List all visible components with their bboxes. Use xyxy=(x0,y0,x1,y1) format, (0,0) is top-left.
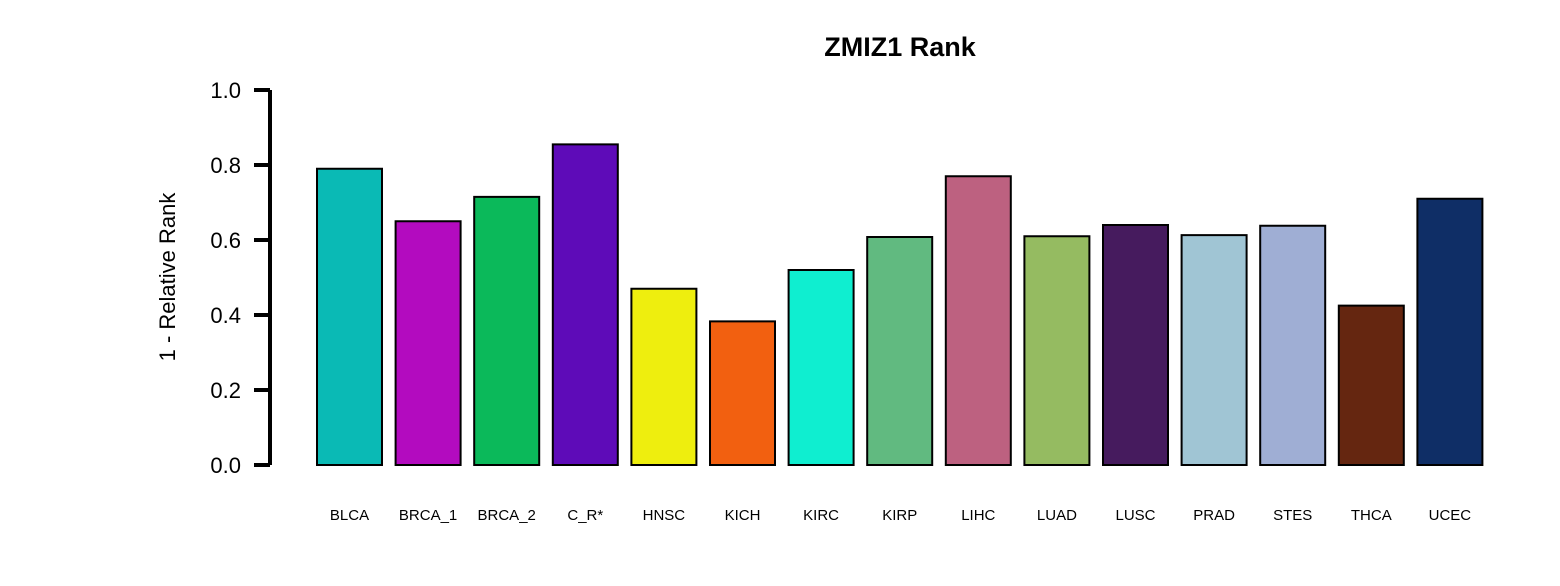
x-tick-label: HNSC xyxy=(643,507,686,524)
y-tick-label: 0.2 xyxy=(210,378,241,403)
y-tick-label: 0.4 xyxy=(210,303,241,328)
y-tick-label: 0.0 xyxy=(210,453,241,478)
bars xyxy=(316,143,1484,466)
x-tick-label: KIRC xyxy=(803,507,839,524)
bar-prad xyxy=(1180,234,1248,466)
x-tick-label: KIRP xyxy=(882,507,917,524)
x-tick-label: LUAD xyxy=(1037,507,1077,524)
x-tick-label: BRCA_2 xyxy=(478,507,536,524)
x-tick-label: PRAD xyxy=(1193,507,1235,524)
x-tick-label: THCA xyxy=(1351,507,1392,524)
y-tick-label: 0.6 xyxy=(210,228,241,253)
bar-kich xyxy=(709,320,776,466)
bar-stes xyxy=(1259,224,1327,466)
bar-ucec xyxy=(1416,197,1484,466)
bar-c-r- xyxy=(551,143,619,466)
bar-kirp xyxy=(866,236,934,466)
y-axis-label: 1 - Relative Rank xyxy=(155,192,180,362)
bar-hnsc xyxy=(630,287,698,466)
bar-blca xyxy=(316,167,383,466)
x-tick-label: LUSC xyxy=(1115,507,1155,524)
bar-lihc xyxy=(944,175,1012,466)
x-tick-label: STES xyxy=(1273,507,1312,524)
bar-thca xyxy=(1337,304,1405,466)
chart-title: ZMIZ1 Rank xyxy=(824,32,977,62)
bar-brca-1 xyxy=(394,220,462,466)
y-tick-label: 1.0 xyxy=(210,78,241,103)
x-tick-label: LIHC xyxy=(961,507,995,524)
bar-lusc xyxy=(1102,224,1169,466)
x-tick-label: BRCA_1 xyxy=(399,507,457,524)
y-axis: 0.0 0.2 0.4 0.6 0.8 1.0 xyxy=(210,78,272,478)
y-tick-label: 0.8 xyxy=(210,153,241,178)
x-tick-label: UCEC xyxy=(1429,507,1472,524)
bar-brca-2 xyxy=(473,195,541,466)
x-tick-label: KICH xyxy=(725,507,761,524)
x-tick-label: C_R* xyxy=(567,507,603,524)
x-tick-label: BLCA xyxy=(330,507,369,524)
bar-kirc xyxy=(787,269,855,466)
x-tick-labels: BLCA BRCA_1 BRCA_2 C_R* HNSC KICH KIRC KIRP LIHC… xyxy=(330,507,1471,524)
bar-luad xyxy=(1023,235,1091,466)
